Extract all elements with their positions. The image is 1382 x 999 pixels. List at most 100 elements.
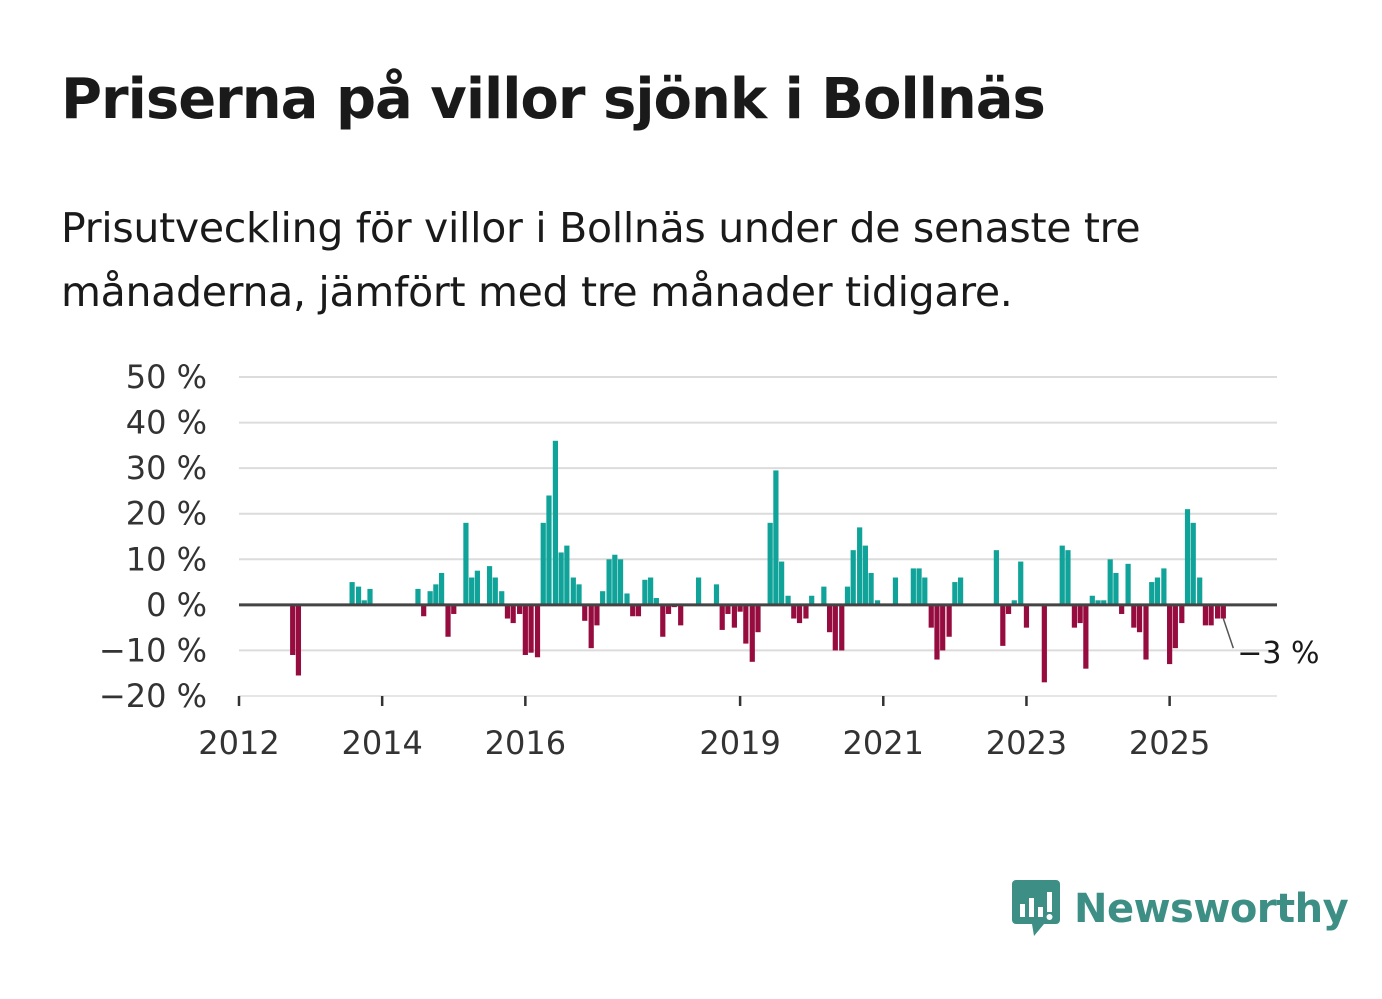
bar bbox=[1208, 604, 1214, 626]
bar bbox=[653, 598, 659, 605]
bar bbox=[796, 604, 803, 624]
y-axis-labels: −20 % −10 % 0 % 10 % 20 % 30 % 40 % 50 % bbox=[99, 358, 207, 715]
bar bbox=[1041, 604, 1047, 683]
bar bbox=[510, 604, 516, 624]
bar bbox=[1011, 600, 1017, 605]
bar bbox=[1083, 604, 1089, 669]
bar bbox=[415, 588, 421, 605]
x-tick-label: 2012 bbox=[198, 724, 279, 762]
bar bbox=[844, 586, 851, 605]
bar bbox=[349, 582, 355, 605]
y-tick-label: 40 % bbox=[126, 404, 207, 442]
bar bbox=[600, 591, 606, 605]
y-tick-label: 0 % bbox=[146, 586, 207, 624]
bar bbox=[474, 570, 480, 605]
bar bbox=[785, 595, 791, 605]
bar bbox=[635, 604, 642, 617]
bar bbox=[803, 604, 809, 619]
y-tick-label: 50 % bbox=[126, 358, 207, 396]
bar bbox=[731, 604, 737, 628]
bar bbox=[540, 522, 546, 605]
bar bbox=[355, 586, 362, 605]
bar bbox=[594, 604, 600, 626]
bar bbox=[737, 604, 743, 612]
bar bbox=[1071, 604, 1078, 628]
bar bbox=[612, 554, 618, 605]
bar bbox=[1023, 604, 1030, 628]
bar bbox=[809, 595, 815, 605]
x-tick-label: 2019 bbox=[699, 724, 780, 762]
bar bbox=[1167, 604, 1173, 665]
bar bbox=[433, 584, 439, 605]
y-tick-label: −10 % bbox=[99, 631, 207, 669]
bar bbox=[492, 577, 498, 605]
bar bbox=[928, 604, 934, 628]
bar bbox=[1113, 572, 1119, 605]
x-tick-label: 2014 bbox=[341, 724, 422, 762]
bar bbox=[713, 584, 720, 605]
bar bbox=[552, 440, 559, 605]
bar bbox=[1149, 582, 1155, 605]
bar bbox=[791, 604, 797, 619]
bar bbox=[504, 604, 511, 619]
bar bbox=[850, 550, 856, 605]
bar bbox=[499, 591, 505, 605]
bar bbox=[892, 577, 899, 605]
bar bbox=[1184, 509, 1191, 605]
bar bbox=[922, 577, 928, 605]
bar bbox=[695, 577, 702, 605]
bar-series bbox=[290, 440, 1226, 683]
bar bbox=[1101, 600, 1107, 605]
bar bbox=[486, 566, 493, 605]
bar bbox=[1107, 559, 1113, 605]
bar bbox=[725, 604, 731, 614]
bar bbox=[534, 604, 541, 658]
x-axis: 2012 2014 2016 2019 2021 2023 2025 bbox=[198, 695, 1277, 762]
bar bbox=[588, 604, 594, 649]
bar bbox=[361, 600, 367, 605]
bar bbox=[570, 577, 576, 605]
bar bbox=[755, 604, 761, 633]
bar bbox=[367, 588, 373, 605]
bar bbox=[832, 604, 838, 651]
bar bbox=[582, 604, 588, 621]
bar bbox=[606, 559, 612, 605]
bar bbox=[642, 579, 648, 605]
bar bbox=[952, 582, 958, 605]
bar bbox=[1136, 604, 1143, 633]
bar bbox=[1143, 604, 1149, 660]
bar bbox=[528, 604, 534, 653]
x-tick-label: 2023 bbox=[986, 724, 1067, 762]
y-tick-label: −20 % bbox=[99, 677, 207, 715]
y-tick-label: 30 % bbox=[126, 449, 207, 487]
bar bbox=[821, 586, 827, 605]
chart-subtitle: Prisutveckling för villor i Bollnäs unde… bbox=[61, 204, 1141, 316]
bar bbox=[1131, 604, 1137, 628]
bar bbox=[546, 495, 552, 605]
bar bbox=[1089, 595, 1095, 605]
bar bbox=[946, 604, 952, 637]
y-tick-label: 10 % bbox=[126, 540, 207, 578]
bar bbox=[564, 545, 570, 605]
bar bbox=[1190, 522, 1196, 605]
bar bbox=[1005, 604, 1012, 614]
bar bbox=[773, 470, 779, 605]
bar bbox=[469, 577, 475, 605]
bar bbox=[630, 604, 636, 617]
bar bbox=[1119, 604, 1125, 614]
bar bbox=[826, 604, 833, 633]
bar bbox=[678, 604, 684, 626]
bar bbox=[874, 600, 881, 605]
bar bbox=[1125, 563, 1131, 605]
bar bbox=[857, 527, 863, 605]
bar bbox=[839, 604, 845, 651]
y-tick-label: 20 % bbox=[126, 495, 207, 533]
bar bbox=[576, 584, 582, 605]
bar bbox=[868, 572, 874, 605]
bar bbox=[1059, 545, 1065, 605]
bar bbox=[1214, 604, 1221, 619]
bar bbox=[290, 604, 296, 655]
bar bbox=[767, 522, 773, 605]
brand-name: Newsworthy bbox=[1074, 886, 1349, 932]
